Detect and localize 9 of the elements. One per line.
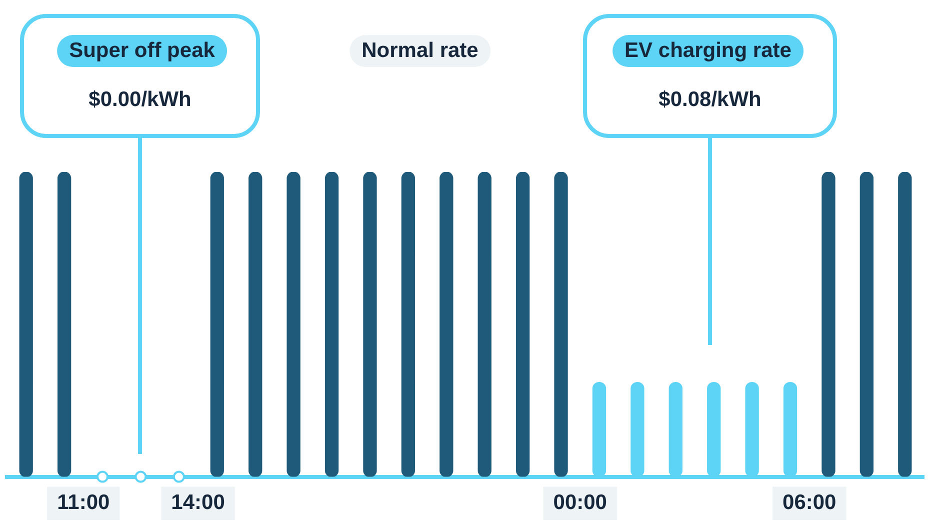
x-tick-label: 06:00 bbox=[782, 491, 836, 514]
x-tick-label: 14:00 bbox=[171, 491, 225, 514]
text: $0.00/kWh bbox=[88, 88, 192, 112]
text: $0.08/kWh bbox=[658, 88, 762, 112]
x-tick-label: 00:00 bbox=[553, 491, 607, 514]
text: EV charging rate bbox=[612, 35, 804, 67]
x-tick-label: 11:00 bbox=[57, 491, 110, 514]
text: Normal rate bbox=[350, 35, 490, 67]
text: Super off peak bbox=[57, 35, 227, 67]
